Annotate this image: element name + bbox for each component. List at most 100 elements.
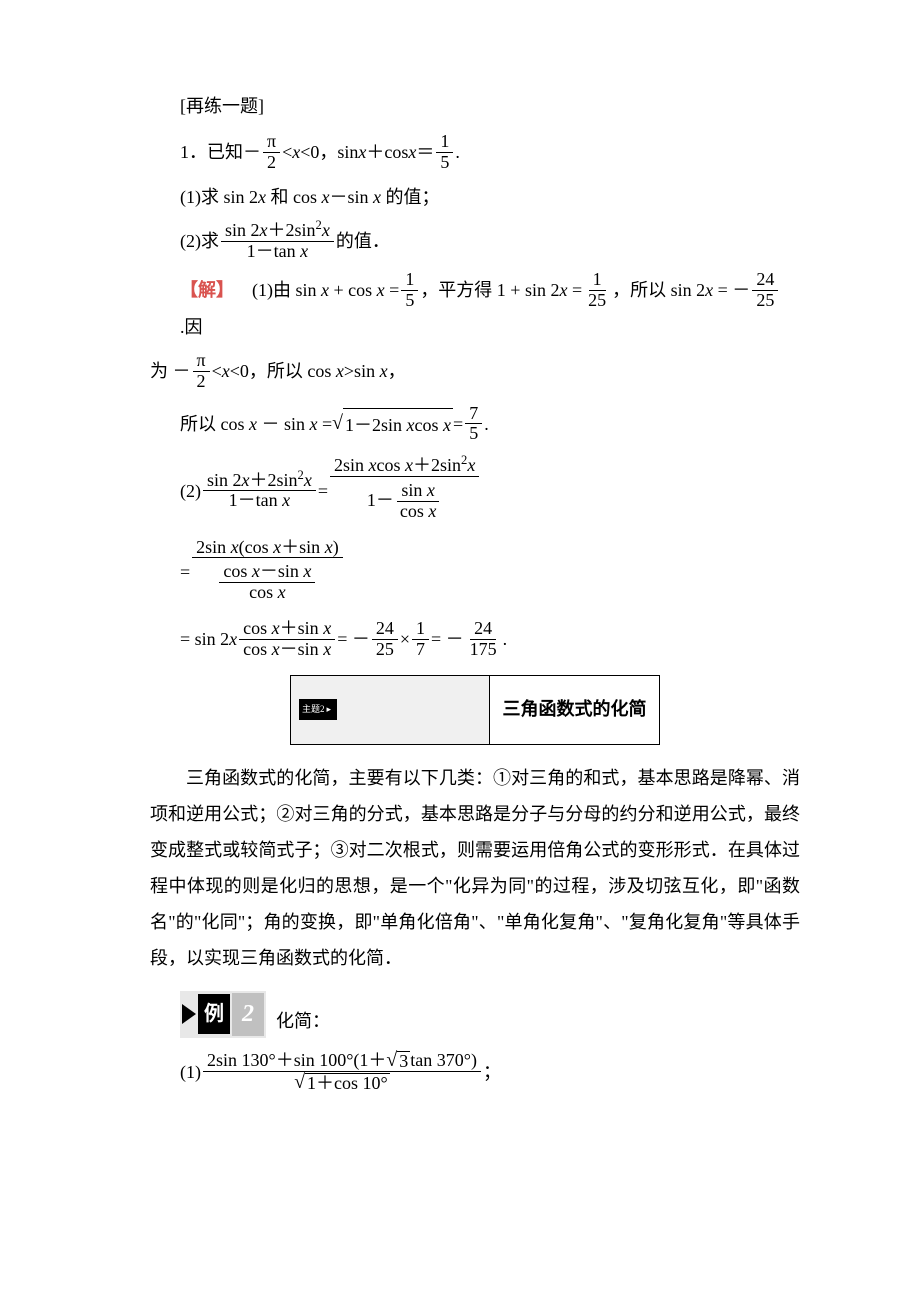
denominator: 175 [466,640,501,660]
example-number: 2 [232,993,264,1036]
denominator: 2 [193,372,210,392]
question-2: (2)求 sin 2x＋2sin2x 1－tan x 的值． [180,221,800,262]
example-badge: 例 2 [180,991,266,1038]
text: (2) [180,475,201,507]
numerator: 2sin 130°＋sin 100°(1＋ √ 3 tan 370°) [203,1050,481,1073]
numerator: sin x [397,481,439,502]
numerator: sin 2x＋2sin2x [203,471,316,492]
text: = [180,556,190,588]
text: ，所以 sin 2x = － [612,274,750,306]
denominator: cos x－sin x [239,640,335,660]
denominator: 7 [412,640,429,660]
text: = － [337,623,370,655]
numerator: 1 [412,619,429,640]
text: ，平方得 1 + sin 2x = [420,274,582,306]
sqrt-expr: √ 1－2sin xcos x [332,406,453,442]
denominator: cos x [396,502,441,522]
text: 所以 cos x － sin x = [180,408,332,440]
frac-inner: cos x－sin x cos x [219,562,315,603]
var-x: x [408,136,416,168]
numerator: 2sin x(cos x＋sin x) [192,538,343,559]
text: 2sin 130°＋sin 100°(1＋ [207,1051,386,1071]
text: (1) [180,1056,201,1088]
numerator: cos x＋sin x [239,619,335,640]
var-x: x [292,136,300,168]
example-2-header: 例 2 化简： [180,991,800,1038]
frac-expr: sin 2x＋2sin2x 1－tan x [221,221,334,262]
triangle-icon [182,1004,196,1024]
text: 的值． [336,225,390,257]
question-1: (1)求 sin 2x 和 cos x－sin x 的值； [180,181,800,213]
frac: 24 25 [752,270,778,311]
text: = [453,408,463,440]
sqrt-content: 3 [397,1051,410,1072]
text: (1)由 sin x + cos x = [234,274,399,306]
sqrt-sign: √ [332,406,343,442]
frac: cos x＋sin x cos x－sin x [239,619,335,660]
text: .因 [180,311,203,343]
text: × [400,623,410,655]
denominator: cos x [245,583,290,603]
numerator: π [193,351,210,372]
numerator: sin 2x＋2sin2x [221,221,334,242]
numerator: 1 [436,132,453,153]
frac: 1 25 [584,270,610,311]
solution-line-3: 所以 cos x － sin x = √ 1－2sin xcos x = 7 5… [180,404,800,445]
topic-box-right: 三角函数式的化简 [490,675,660,745]
section-header: [再练一题] [150,90,800,122]
text: (1)求 sin 2x 和 cos x－sin x 的值； [180,181,440,213]
denominator: 5 [401,291,418,311]
sqrt-sign: √ [386,1050,397,1072]
text: <0，sin [300,136,358,168]
solution-line-1: 【解】 (1)由 sin x + cos x = 1 5 ，平方得 1 + si… [150,270,800,343]
frac-1-5: 1 5 [436,132,453,173]
denominator: 5 [465,424,482,444]
sqrt: √ 1＋cos 10° [294,1072,390,1094]
numerator: 24 [470,619,496,640]
numerator: 7 [465,404,482,425]
denominator: 5 [436,153,453,173]
text: 为 － [150,355,191,387]
solution-label: 【解】 [180,274,234,306]
numerator: cos x－sin x [219,562,315,583]
text: . [484,408,489,440]
text: = － [431,623,464,655]
numerator: 24 [752,270,778,291]
frac: 24 175 [466,619,501,660]
text: 1．已知－ [180,136,261,168]
topic-tag-text: 主题2 [302,701,325,717]
denominator: 2 [263,153,280,173]
numerator: 24 [372,619,398,640]
numerator: π [263,132,280,153]
sqrt-content: 1－2sin xcos x [343,408,453,441]
example-label: 例 [198,994,230,1034]
denominator: 25 [372,640,398,660]
text: ； [483,1056,501,1088]
text: < [282,136,292,168]
topic-box-left: 主题2▸ [290,675,490,745]
frac: sin 2x＋2sin2x 1－tan x [203,471,316,512]
denominator: √ 1＋cos 10° [290,1072,394,1094]
frac: 1 5 [401,270,418,311]
denominator: 25 [752,291,778,311]
chevron-right-icon: ▸ [327,701,332,717]
text: (2)求 [180,225,219,257]
topic-title: 三角函数式的化简 [503,695,647,724]
frac: 7 5 [465,404,482,445]
denominator: 25 [584,291,610,311]
explanation-paragraph: 三角函数式的化简，主要有以下几类：①对三角的和式，基本思路是降幂、消项和逆用公式… [150,760,800,976]
frac-inner: sin x cos x [396,481,441,522]
frac: 24 25 [372,619,398,660]
denominator: cos x－sin x cos x [213,558,321,607]
text: 1－ [367,491,394,511]
topic-tag: 主题2▸ [299,699,337,719]
denominator: 1－tan x [225,491,295,511]
numerator: 1 [589,270,606,291]
solution-line-5: = 2sin x(cos x＋sin x) cos x－sin x cos x [180,538,800,607]
example-2-q1: (1) 2sin 130°＋sin 100°(1＋ √ 3 tan 370°) … [180,1050,800,1095]
text: ＋cos [366,136,408,168]
solution-line-4: (2) sin 2x＋2sin2x 1－tan x = 2sin xcos x＋… [180,456,800,525]
sqrt-content: 1＋cos 10° [305,1073,390,1094]
solution-line-6: = sin 2x cos x＋sin x cos x－sin x = － 24 … [180,619,800,660]
numerator: 2sin xcos x＋2sin2x [330,456,479,477]
